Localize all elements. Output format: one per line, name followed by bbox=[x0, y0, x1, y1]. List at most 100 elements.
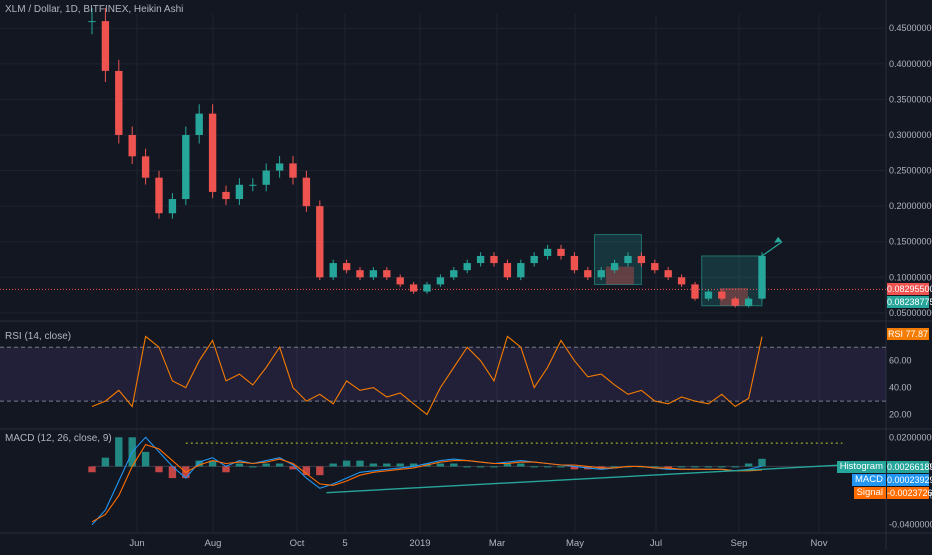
candle-body bbox=[758, 255, 766, 299]
rsi-tick-label: 40.00 bbox=[889, 383, 912, 393]
histogram-bar bbox=[275, 463, 284, 467]
candle-body bbox=[369, 270, 378, 278]
histogram-bar bbox=[235, 463, 244, 467]
candle-body bbox=[235, 184, 244, 200]
price-tick-label: 0.05000000 bbox=[889, 308, 932, 318]
candle-body bbox=[101, 21, 110, 71]
candle-body bbox=[476, 255, 485, 264]
price-tick-label: 0.10000000 bbox=[889, 272, 932, 282]
candle-body bbox=[383, 270, 391, 278]
histogram-bar bbox=[396, 463, 404, 467]
macd-value: 0.00023929 bbox=[887, 474, 932, 486]
histogram-bar bbox=[557, 466, 565, 468]
candle-body bbox=[396, 277, 404, 285]
price-tick-label: 0.20000000 bbox=[889, 201, 932, 211]
candle-body bbox=[691, 284, 699, 299]
histogram-bar bbox=[463, 466, 471, 468]
histogram-bar bbox=[208, 460, 217, 467]
rsi-band-fill bbox=[0, 347, 886, 402]
candle-body bbox=[651, 263, 659, 271]
histogram-bar bbox=[758, 458, 766, 467]
candle-body bbox=[115, 70, 123, 135]
symbol-title: XLM / Dollar, 1D, BITFINEX, Heikin Ashi bbox=[5, 4, 184, 15]
signal-line bbox=[91, 443, 763, 523]
candle-body bbox=[208, 113, 217, 192]
histogram-bar bbox=[691, 466, 699, 468]
histogram-bar bbox=[356, 460, 364, 467]
histogram-bar bbox=[744, 463, 753, 467]
price-tick-label: 0.30000000 bbox=[889, 130, 932, 140]
candle-body bbox=[463, 263, 471, 271]
rsi-tick-label: 60.00 bbox=[889, 356, 912, 366]
histogram-bar bbox=[316, 466, 324, 476]
candle-body bbox=[316, 206, 324, 278]
candle-body bbox=[744, 298, 753, 306]
histogram-bar bbox=[342, 460, 351, 467]
candle-body bbox=[128, 134, 136, 157]
candle-body bbox=[88, 21, 96, 23]
histogram-bar bbox=[88, 466, 96, 473]
x-tick-label: May bbox=[566, 538, 584, 549]
candle-body bbox=[168, 199, 177, 214]
histogram-value: 0.00266189 bbox=[887, 461, 932, 473]
histogram-bar bbox=[329, 463, 337, 467]
price-tick-label: 0.35000000 bbox=[889, 94, 932, 104]
candle-body bbox=[704, 291, 713, 299]
candle-body bbox=[141, 156, 150, 178]
candle-body bbox=[195, 113, 203, 135]
macd-trend-line bbox=[326, 462, 870, 494]
x-tick-label: Sep bbox=[731, 538, 748, 549]
candle-body bbox=[517, 263, 525, 278]
candle-body bbox=[584, 270, 592, 278]
candle-body bbox=[222, 191, 230, 200]
macd-label: MACD bbox=[852, 474, 886, 486]
histogram-bar bbox=[249, 466, 257, 468]
histogram-bar bbox=[570, 466, 579, 470]
histogram-bar bbox=[222, 466, 230, 473]
macd-line bbox=[91, 436, 763, 526]
x-tick-label: Mar bbox=[489, 538, 505, 549]
candle-body bbox=[570, 255, 579, 271]
projection-arrowhead bbox=[774, 236, 783, 243]
candle-body bbox=[356, 270, 364, 278]
candle-body bbox=[503, 263, 512, 278]
candle-body bbox=[329, 263, 337, 278]
histogram-bar bbox=[476, 466, 485, 468]
histogram-bar bbox=[262, 463, 270, 467]
rsi-tick-label: 20.00 bbox=[889, 410, 912, 420]
histogram-bar bbox=[517, 463, 525, 467]
candle-body bbox=[731, 298, 739, 306]
candle-body bbox=[182, 134, 190, 200]
histogram-bar bbox=[718, 466, 726, 468]
macd-title: MACD (12, 26, close, 9) bbox=[5, 433, 112, 444]
histogram-bar bbox=[677, 466, 686, 468]
histogram-bar bbox=[704, 466, 713, 468]
candle-body bbox=[530, 255, 538, 264]
candle-body bbox=[289, 163, 297, 178]
price-tick-label: 0.15000000 bbox=[889, 237, 932, 247]
histogram-bar bbox=[530, 466, 538, 468]
histogram-bar bbox=[155, 466, 163, 473]
candle-body bbox=[490, 255, 498, 264]
candle-body bbox=[543, 248, 552, 256]
x-tick-label: Jul bbox=[650, 538, 662, 549]
rsi-line bbox=[91, 335, 763, 416]
histogram-bar bbox=[168, 466, 177, 479]
second-price-tag: 0.08238775 bbox=[887, 296, 932, 308]
histogram-bar bbox=[302, 466, 311, 476]
x-tick-label: 2019 bbox=[409, 538, 430, 549]
candle-body bbox=[610, 263, 619, 271]
x-tick-label: 5 bbox=[342, 538, 347, 549]
rsi-tag-label: RSI bbox=[887, 329, 903, 339]
rsi-title: RSI (14, close) bbox=[5, 331, 72, 342]
candle-body bbox=[249, 184, 257, 186]
zone-sub-box bbox=[719, 287, 748, 306]
histogram-bar bbox=[369, 463, 378, 467]
candle-body bbox=[664, 270, 672, 278]
histogram-bar bbox=[503, 463, 512, 467]
rsi-value-tag: RSI 77.87 bbox=[887, 328, 929, 340]
candle-body bbox=[557, 248, 565, 256]
x-tick-label: Aug bbox=[205, 538, 222, 549]
